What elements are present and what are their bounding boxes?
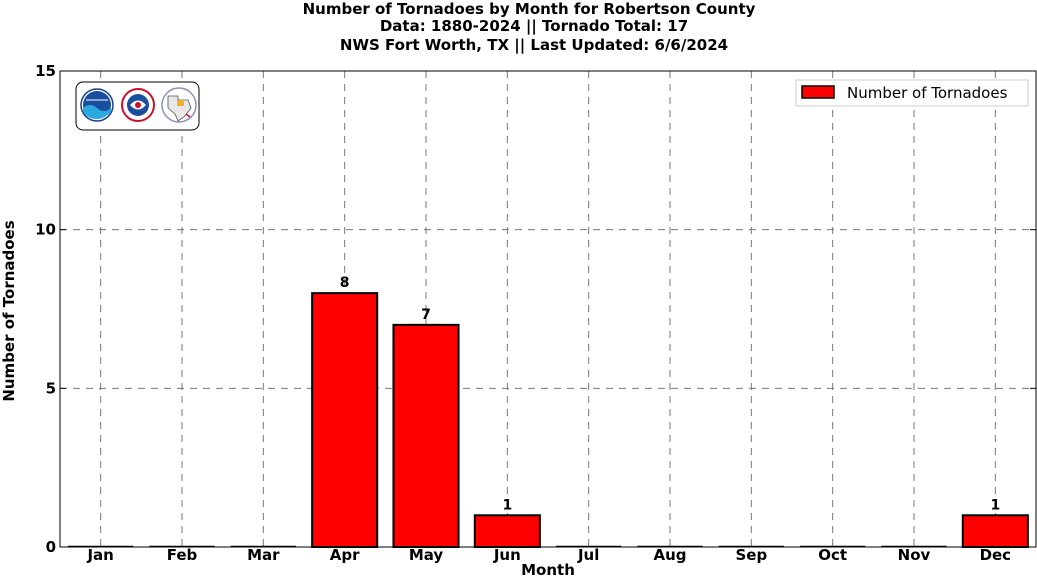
x-axis-label: Month <box>521 561 575 579</box>
y-tick-label: 15 <box>35 62 56 80</box>
agency-logos <box>75 81 200 131</box>
x-tick-label: May <box>409 546 444 564</box>
data-label-may: 7 <box>421 307 431 323</box>
x-tick-label: Apr <box>330 546 360 564</box>
bar-dec <box>961 514 1029 548</box>
y-tick-label: 5 <box>46 379 56 397</box>
legend-swatch <box>801 85 835 99</box>
x-tick-label: Jul <box>577 546 599 564</box>
nws-logo-icon <box>121 88 155 122</box>
y-axis-label: Number of Tornadoes <box>0 220 18 401</box>
noaa-logo-icon <box>80 88 114 122</box>
plot-frame <box>59 70 1037 548</box>
bar-jun <box>473 514 541 548</box>
y-tick-label: 0 <box>46 538 56 556</box>
x-tick-label: Jun <box>493 546 521 564</box>
x-tick-label: Nov <box>898 546 931 564</box>
nws-fort-worth-texas-logo-icon <box>161 87 197 123</box>
y-tick-label: 10 <box>35 221 56 239</box>
x-tick-label: Feb <box>167 546 198 564</box>
x-tick-label: Oct <box>818 546 847 564</box>
chart-title: Number of Tornadoes by Month for Roberts… <box>303 0 756 18</box>
x-tick-label: Aug <box>653 546 686 564</box>
data-label-dec: 1 <box>990 497 1000 513</box>
chart-subtitle-data-range: Data: 1880-2024 || Tornado Total: 17 <box>380 17 688 36</box>
data-labels: 8 7 1 1 <box>340 275 1000 513</box>
bar-may <box>392 323 460 548</box>
tick-labels: 0 5 10 15 Jan Feb Mar Apr May Jun Jul Aug Sep Oct Nov D… <box>35 62 1011 564</box>
grid-lines <box>60 70 1036 548</box>
chart-subtitle-office: NWS Fort Worth, TX || Last Updated: 6/6/… <box>340 36 728 55</box>
data-label-jun: 1 <box>502 497 512 513</box>
x-tick-label: Jan <box>86 546 113 564</box>
legend: Number of Tornadoes <box>795 79 1029 107</box>
x-tick-label: Sep <box>735 546 767 564</box>
x-tick-label: Mar <box>247 546 280 564</box>
data-label-apr: 8 <box>340 275 350 291</box>
x-tick-label: Dec <box>980 546 1012 564</box>
bars <box>68 292 1029 548</box>
bar-apr <box>311 292 379 548</box>
legend-entry-label: Number of Tornadoes <box>847 84 1008 102</box>
